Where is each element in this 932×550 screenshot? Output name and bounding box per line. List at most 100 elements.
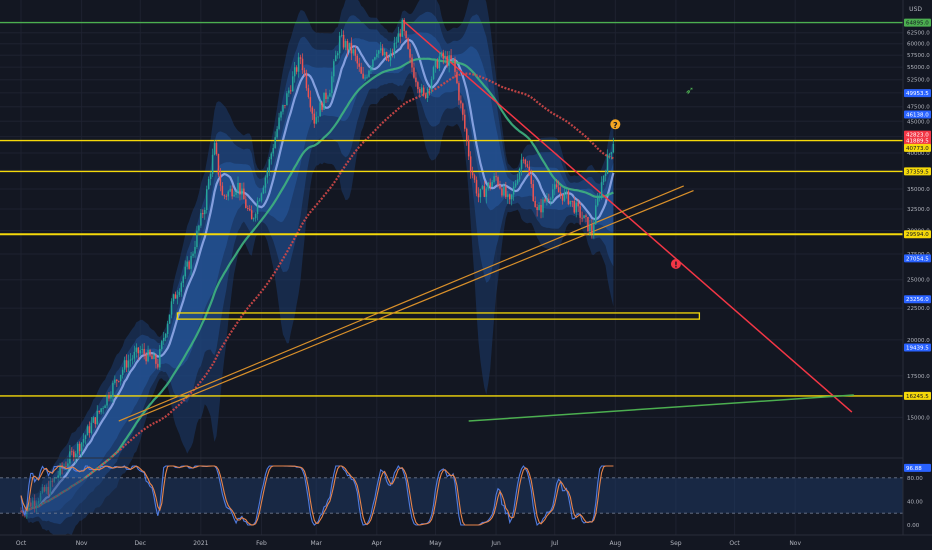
time-tick-label: 2021 — [193, 540, 208, 547]
candle-body — [143, 348, 145, 355]
candle-body — [456, 71, 458, 84]
candle-body — [284, 105, 286, 106]
candle-body — [268, 159, 271, 171]
price-badge — [904, 254, 931, 263]
candle-body — [293, 67, 296, 77]
candle-body — [501, 188, 503, 196]
candle-body — [106, 395, 108, 406]
alert-icon — [670, 259, 681, 270]
price-badge-label: 19439.5 — [906, 346, 929, 352]
candle-body — [532, 184, 534, 202]
candle-body — [540, 204, 542, 213]
candle-body — [360, 66, 362, 74]
candle-body — [419, 89, 421, 93]
time-tick-label: Dec — [134, 540, 146, 547]
candle-body — [276, 128, 278, 138]
price-tick-label: 17500.0 — [907, 374, 930, 380]
candle-body — [133, 351, 136, 359]
moving-averages — [20, 38, 615, 514]
candle-body — [378, 50, 380, 54]
candle-body — [403, 19, 405, 32]
time-tick-label: Aug — [609, 540, 621, 547]
candle-body — [194, 247, 196, 254]
candle-body — [252, 218, 255, 220]
candle-body — [198, 225, 200, 231]
candle-body — [159, 349, 161, 368]
candle-body — [45, 486, 48, 492]
candle-body — [248, 209, 251, 211]
candle-body — [385, 52, 388, 61]
price-badge — [904, 391, 931, 400]
candle-body — [202, 213, 204, 215]
candle-body — [78, 443, 81, 452]
candle-body — [374, 57, 376, 60]
candle-body — [497, 177, 499, 186]
candle-body — [327, 96, 329, 100]
price-axis[interactable]: USD 15000.0 17500.0 20000.0 22500.0 25000.0 27… — [902, 0, 932, 550]
candle-body — [344, 41, 347, 48]
price-badge-label: 41889.5 — [906, 139, 929, 145]
green-trendline — [468, 394, 854, 422]
candle-body — [43, 487, 46, 492]
candle-body — [231, 188, 233, 197]
candle-body — [151, 355, 153, 360]
candle-body — [368, 70, 370, 77]
candle-body — [57, 475, 59, 478]
candle-body — [73, 451, 75, 459]
candle-body — [288, 90, 290, 94]
candle-body — [86, 426, 89, 436]
candle-body — [104, 405, 106, 409]
time-axis[interactable]: Oct Nov Dec 2021 Feb Mar Apr May Jun Jul Aug Sep Oct… — [0, 534, 932, 550]
candle-body — [436, 60, 439, 69]
candle-body — [518, 168, 521, 180]
candle-body — [522, 159, 525, 161]
candle-body — [123, 360, 126, 370]
question-icon — [610, 119, 621, 130]
candle-body — [20, 511, 22, 512]
candle-body — [430, 79, 433, 90]
candle-body — [178, 291, 181, 296]
price-badge-label: 64895.0 — [906, 21, 929, 27]
candle-body — [129, 359, 132, 361]
candle-body — [67, 463, 69, 467]
candle-body — [450, 55, 452, 60]
candle-body — [180, 282, 183, 292]
candle-body — [432, 67, 435, 80]
candle-body — [569, 200, 572, 205]
candle-body — [409, 48, 411, 58]
ma-fast — [20, 38, 615, 514]
candle-body — [573, 201, 576, 213]
candle-body — [291, 76, 294, 92]
candle-body — [604, 173, 607, 176]
candle-body — [84, 435, 87, 439]
candle-body — [413, 67, 415, 78]
price-tick-label: 60000.0 — [907, 42, 930, 48]
candle-body — [565, 191, 568, 193]
price-badge-label: 49953.5 — [906, 91, 929, 97]
candle-body — [376, 53, 378, 58]
candle-body — [96, 410, 98, 425]
candle-body — [53, 478, 55, 482]
candle-body — [215, 142, 218, 154]
candle-body — [245, 199, 247, 209]
candle-body — [192, 253, 194, 256]
candle-body — [71, 451, 73, 453]
indicator-tick-label: 80.00 — [907, 476, 923, 482]
candle-body — [223, 195, 226, 197]
price-badge-label: 42823.0 — [906, 133, 929, 139]
candle-body — [465, 128, 468, 141]
candle-body — [567, 191, 570, 205]
question-icon-glyph: ? — [613, 121, 618, 130]
candle-body — [59, 465, 61, 476]
candle-body — [516, 179, 519, 184]
candle-body — [235, 192, 237, 195]
candle-body — [362, 73, 364, 79]
candle-body — [342, 34, 345, 48]
candle-body — [205, 189, 208, 210]
candle-body — [69, 451, 71, 464]
candle-body — [352, 49, 355, 54]
candle-body — [153, 354, 155, 360]
candle-body — [94, 417, 97, 425]
candle-body — [354, 49, 357, 56]
